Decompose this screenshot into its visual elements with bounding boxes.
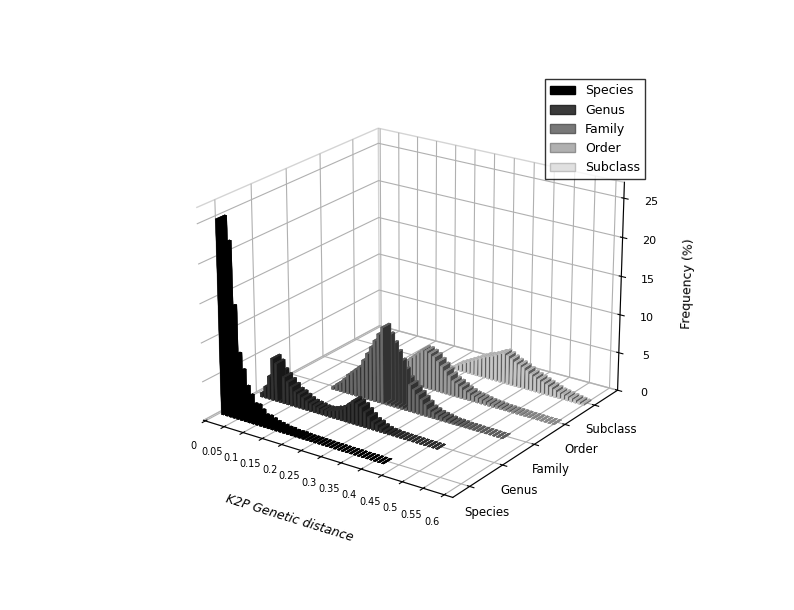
Legend: Species, Genus, Family, Order, Subclass: Species, Genus, Family, Order, Subclass [545, 79, 645, 179]
X-axis label: K2P Genetic distance: K2P Genetic distance [224, 492, 355, 544]
